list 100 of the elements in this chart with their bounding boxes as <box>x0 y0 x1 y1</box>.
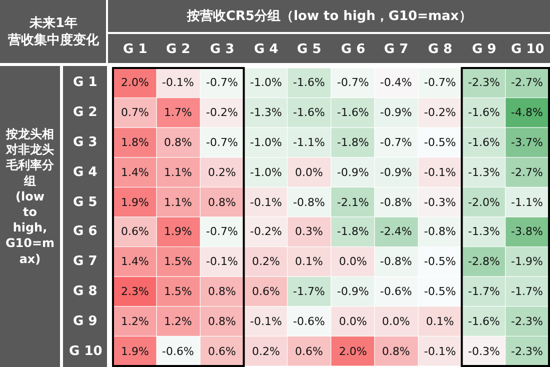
data-label: 0.2% <box>252 345 280 358</box>
data-label: 1.4% <box>121 255 149 268</box>
data-label: -0.9% <box>380 166 412 179</box>
data-label: -3.7% <box>511 136 543 149</box>
text: 按龙头相对非龙头毛利率分组 (low to high, G10=max) <box>5 127 55 266</box>
data-label: -2.0% <box>468 196 500 209</box>
data-label: -1.7% <box>511 285 543 298</box>
data-label: -1.9% <box>511 255 543 268</box>
data-label: -0.6% <box>162 345 194 358</box>
data-label: -0.3% <box>424 196 456 209</box>
data-label: -1.6% <box>293 76 325 89</box>
data-label: -0.2% <box>250 225 282 238</box>
data-label: 2.3% <box>121 285 149 298</box>
data-label: -2.4% <box>380 225 412 238</box>
data-label: 1.8% <box>121 136 149 149</box>
data-label: -1.8% <box>337 225 369 238</box>
data-label: -1.6% <box>337 106 369 119</box>
data-label: -0.2% <box>206 106 238 119</box>
data-label: -1.3% <box>468 225 500 238</box>
data-label: -0.8% <box>293 196 325 209</box>
data-label: -0.7% <box>206 76 238 89</box>
data-label: -0.8% <box>380 196 412 209</box>
x-axis-title: 按营收CR5分组（low to high，G10=max） <box>186 8 472 24</box>
data-label: -2.3% <box>468 76 500 89</box>
data-label: 2.0% <box>339 345 367 358</box>
y-tick-label: G 1 <box>73 75 98 90</box>
data-label: 0.0% <box>339 315 367 328</box>
data-label: 0.1% <box>295 255 323 268</box>
data-label: 1.2% <box>121 315 149 328</box>
x-tick-label: G 10 <box>511 42 544 57</box>
data-label: -2.1% <box>337 196 369 209</box>
data-label: 0.2% <box>208 166 236 179</box>
data-label: -0.4% <box>380 76 412 89</box>
data-label: -1.0% <box>250 166 282 179</box>
data-label: 0.8% <box>208 196 236 209</box>
data-label: -0.2% <box>424 106 456 119</box>
data-label: -0.7% <box>206 136 238 149</box>
data-label: -0.1% <box>424 166 456 179</box>
x-tick-label: G 3 <box>210 42 234 57</box>
x-tick-label: G 2 <box>166 42 190 57</box>
y-tick-label: G 8 <box>73 284 98 299</box>
data-label: 1.5% <box>164 285 192 298</box>
data-label: -0.1% <box>250 196 282 209</box>
data-label: -1.0% <box>250 76 282 89</box>
x-tick-label: G 8 <box>428 42 452 57</box>
data-label: 1.9% <box>121 345 149 358</box>
y-tick-label: G 7 <box>73 254 98 269</box>
data-label: -0.5% <box>424 285 456 298</box>
data-label: -0.9% <box>337 166 369 179</box>
data-label: -0.7% <box>337 76 369 89</box>
data-label: -2.8% <box>468 255 500 268</box>
data-label: 0.0% <box>382 315 410 328</box>
data-label: 0.6% <box>121 225 149 238</box>
data-label: -4.8% <box>511 106 543 119</box>
data-label: 1.1% <box>164 196 192 209</box>
data-label: -0.3% <box>468 345 500 358</box>
data-label: -1.1% <box>511 196 543 209</box>
data-label: 0.7% <box>121 106 149 119</box>
x-tick-label: G 6 <box>341 42 366 57</box>
data-label: -0.1% <box>206 255 238 268</box>
data-label: -2.7% <box>511 166 543 179</box>
data-label: 1.7% <box>164 106 192 119</box>
data-label: 0.6% <box>208 345 236 358</box>
data-label: 1.9% <box>164 225 192 238</box>
data-label: -0.8% <box>380 255 412 268</box>
data-label: -1.0% <box>250 136 282 149</box>
data-label: 2.0% <box>121 76 149 89</box>
data-label: -0.7% <box>380 136 412 149</box>
data-label: 0.1% <box>426 315 454 328</box>
data-label: -1.6% <box>468 106 500 119</box>
data-label: -0.9% <box>380 106 412 119</box>
data-label: -2.3% <box>511 315 543 328</box>
data-label: 0.3% <box>295 225 323 238</box>
data-label: 0.0% <box>339 255 367 268</box>
x-tick-label: G 4 <box>254 42 278 57</box>
data-label: -2.3% <box>511 345 543 358</box>
y-tick-label: G 10 <box>69 344 102 359</box>
data-label: -0.1% <box>250 315 282 328</box>
x-tick-label: G 5 <box>297 42 322 57</box>
data-label: -1.1% <box>293 136 325 149</box>
y-tick-label: G 6 <box>73 224 98 239</box>
data-label: 1.1% <box>164 166 192 179</box>
data-label: 0.8% <box>208 315 236 328</box>
y-tick-label: G 5 <box>73 195 98 210</box>
chart-title: 未来1年营收集中度变化 <box>7 16 100 48</box>
data-label: 0.8% <box>208 285 236 298</box>
data-label: -0.8% <box>424 225 456 238</box>
y-tick-label: G 3 <box>73 135 98 150</box>
data-label: -0.5% <box>424 136 456 149</box>
data-label: -2.7% <box>511 76 543 89</box>
x-tick-label: G 7 <box>384 42 408 57</box>
y-tick-label: G 4 <box>73 165 98 180</box>
y-tick-label: G 9 <box>73 314 98 329</box>
data-label: -0.6% <box>293 315 325 328</box>
data-label: -0.5% <box>424 255 456 268</box>
data-label: -1.6% <box>468 315 500 328</box>
y-tick-label: G 2 <box>73 105 98 120</box>
data-label: -0.1% <box>424 345 456 358</box>
data-label: 1.9% <box>121 196 149 209</box>
data-label: -1.7% <box>468 285 500 298</box>
